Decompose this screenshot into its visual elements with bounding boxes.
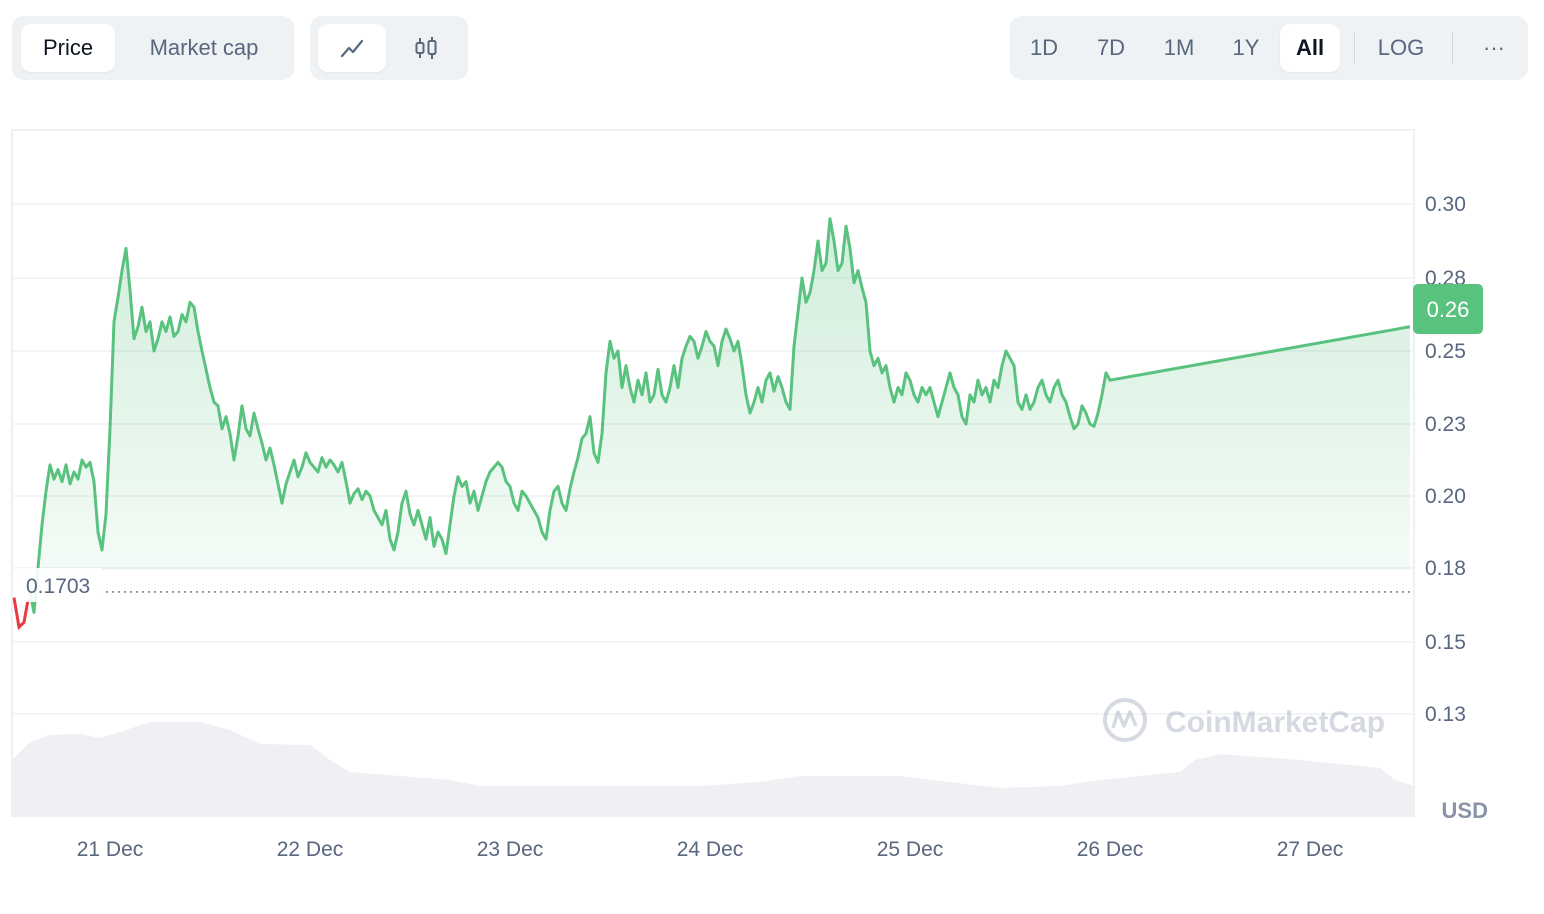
log-scale-button[interactable]: LOG: [1377, 35, 1425, 60]
range-all[interactable]: All: [1280, 24, 1340, 72]
y-tick-label: 0.25: [1425, 340, 1466, 363]
baseline-label: 0.1703: [26, 575, 90, 598]
currency-label: USD: [1442, 798, 1488, 823]
x-tick-label: 22 Dec: [277, 838, 344, 861]
y-tick-label: 0.20: [1425, 485, 1466, 508]
range-1m[interactable]: 1M: [1163, 35, 1195, 60]
x-tick-label: 26 Dec: [1077, 838, 1144, 861]
y-tick-label: 0.15: [1425, 631, 1466, 654]
x-tick-label: 25 Dec: [877, 838, 944, 861]
initial-dip-line: [12, 597, 30, 631]
time-range-toggle: 1D 7D 1M 1Y All LOG ···: [1010, 16, 1528, 80]
y-tick-label: 0.13: [1425, 703, 1466, 726]
line-chart-icon: [340, 39, 364, 58]
watermark-text: CoinMarketCap: [1165, 706, 1385, 739]
divider: [1354, 32, 1355, 64]
price-line: [28, 217, 1411, 614]
coinmarketcap-logo-icon: [1103, 698, 1147, 742]
divider: [1452, 32, 1453, 64]
chart-view-toggle: [310, 16, 468, 80]
y-tick-label: 0.30: [1425, 193, 1466, 216]
volume-area: [12, 722, 1414, 816]
x-tick-label: 21 Dec: [77, 838, 144, 861]
y-tick-label: 0.18: [1425, 557, 1466, 580]
current-price-badge: [1413, 284, 1483, 334]
chart-type-toggle: Price Market cap: [12, 16, 294, 80]
current-price-label: 0.26: [1427, 297, 1470, 322]
x-tick-label: 24 Dec: [677, 838, 744, 861]
range-1y[interactable]: 1Y: [1232, 35, 1260, 60]
range-7d[interactable]: 7D: [1096, 35, 1126, 60]
candlestick-button[interactable]: [394, 24, 458, 72]
y-tick-label: 0.23: [1425, 413, 1466, 436]
x-tick-label: 23 Dec: [477, 838, 544, 861]
tab-price[interactable]: Price: [21, 24, 115, 72]
range-1d[interactable]: 1D: [1029, 35, 1059, 60]
baseline-label-bg: [18, 568, 102, 602]
more-options-button[interactable]: ···: [1483, 35, 1505, 60]
watermark: CoinMarketCap: [1103, 698, 1385, 742]
line-chart-button[interactable]: [318, 24, 386, 72]
candlestick-icon: [415, 37, 437, 59]
x-tick-label: 27 Dec: [1277, 838, 1344, 861]
tab-market-cap[interactable]: Market cap: [149, 35, 259, 60]
